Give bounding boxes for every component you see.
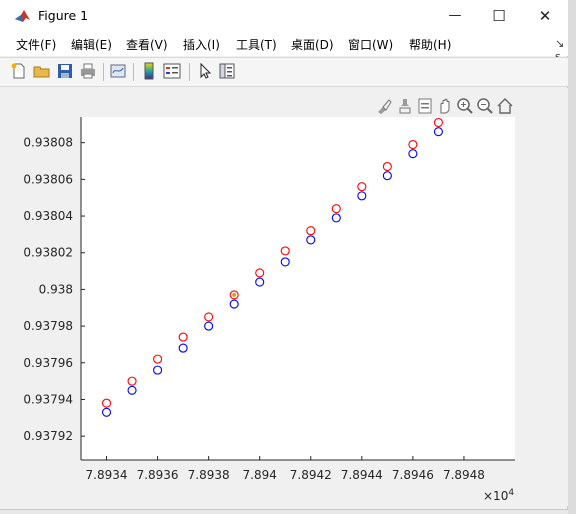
red-series-point[interactable] bbox=[382, 161, 392, 172]
menu-insert[interactable]: 插入(I) bbox=[183, 38, 220, 52]
y-tick-label: 0.93808 bbox=[23, 136, 73, 150]
red-series-point[interactable] bbox=[433, 117, 443, 128]
blue-series-point[interactable] bbox=[382, 171, 392, 181]
data-points bbox=[101, 117, 443, 417]
blue-series-point[interactable] bbox=[204, 321, 214, 331]
menu-desktop[interactable]: 桌面(D) bbox=[291, 38, 334, 52]
menu-tools[interactable]: 工具(T) bbox=[236, 38, 277, 52]
toolbar-separator bbox=[103, 63, 104, 81]
blue-series-point[interactable] bbox=[127, 385, 137, 395]
home-icon[interactable] bbox=[496, 97, 514, 115]
toolbar-separator bbox=[133, 63, 134, 81]
window-title: Figure 1 bbox=[38, 8, 89, 23]
title-bar[interactable]: Figure 1 — ☐ ✕ bbox=[0, 0, 568, 31]
save-icon[interactable] bbox=[56, 62, 74, 80]
red-series-point[interactable] bbox=[331, 204, 341, 214]
y-axis: 0.93792 0.93794 0.93796 0.93798 0.938 0.93802… bbox=[23, 136, 85, 443]
x-tick-label: 7.8946 bbox=[392, 468, 434, 482]
red-series-point[interactable] bbox=[280, 246, 290, 256]
red-series-point[interactable] bbox=[229, 290, 239, 300]
zoom-out-icon[interactable] bbox=[476, 97, 494, 115]
x-axis: 7.8934 7.8936 7.8938 7.894 7.8942 7.8944 7.894… bbox=[86, 456, 485, 482]
y-tick-label: 0.93794 bbox=[23, 392, 73, 406]
blue-series-point[interactable] bbox=[229, 299, 239, 309]
x-exponent-label: ×104 bbox=[483, 488, 514, 503]
property-inspector-icon[interactable] bbox=[218, 62, 236, 80]
blue-series-point[interactable] bbox=[408, 149, 418, 159]
x-tick-label: 7.8948 bbox=[443, 468, 485, 482]
red-series-point[interactable] bbox=[127, 376, 137, 386]
zoom-in-icon[interactable] bbox=[456, 97, 474, 115]
brush-icon[interactable] bbox=[375, 97, 393, 115]
plot-area bbox=[81, 117, 515, 460]
x-tick-label: 7.8942 bbox=[290, 468, 332, 482]
blue-series-point[interactable] bbox=[178, 343, 188, 353]
blue-series-point[interactable] bbox=[255, 277, 265, 287]
pointer-icon[interactable] bbox=[196, 62, 214, 80]
red-series-point[interactable] bbox=[357, 182, 367, 192]
minimize-icon: — bbox=[448, 8, 462, 23]
menu-overflow[interactable]: ↘ s, bbox=[555, 37, 565, 63]
red-series-point[interactable] bbox=[255, 268, 265, 278]
figure-window: Figure 1 — ☐ ✕ 文件(F) 编辑(E) 查看(V) 插入(I) 工… bbox=[0, 0, 568, 510]
blue-series-point[interactable] bbox=[357, 191, 367, 201]
pan-icon[interactable] bbox=[436, 97, 454, 115]
y-tick-label: 0.93802 bbox=[23, 246, 73, 260]
y-tick-label: 0.93796 bbox=[23, 356, 73, 370]
red-series-point[interactable] bbox=[101, 398, 112, 408]
y-tick-label: 0.938 bbox=[39, 282, 73, 296]
blue-series-point[interactable] bbox=[101, 407, 112, 417]
link-plot-icon[interactable] bbox=[109, 62, 127, 80]
new-figure-icon[interactable] bbox=[10, 62, 28, 80]
blue-series-point[interactable] bbox=[280, 257, 290, 267]
x-tick-label: 7.8944 bbox=[341, 468, 383, 482]
red-series-point[interactable] bbox=[153, 354, 163, 364]
highlighted-data-point[interactable] bbox=[232, 292, 237, 297]
blue-series-point[interactable] bbox=[331, 213, 341, 223]
x-exponent-power: 4 bbox=[508, 488, 514, 498]
colorbar-icon[interactable] bbox=[140, 62, 158, 80]
close-button[interactable]: ✕ bbox=[522, 0, 568, 31]
menu-window[interactable]: 窗口(W) bbox=[348, 38, 394, 52]
minimize-button[interactable]: — bbox=[432, 0, 478, 31]
scatter-chart[interactable]: 7.8934 7.8936 7.8938 7.894 7.8942 7.8944 7.894… bbox=[0, 0, 568, 510]
blue-series-point[interactable] bbox=[153, 365, 163, 375]
menu-file[interactable]: 文件(F) bbox=[16, 38, 57, 52]
red-series-point[interactable] bbox=[306, 226, 316, 236]
background-window-edge bbox=[568, 0, 576, 514]
restore-view-icon[interactable] bbox=[416, 97, 434, 115]
blue-series-point[interactable] bbox=[433, 127, 443, 137]
y-tick-label: 0.93806 bbox=[23, 172, 73, 186]
x-tick-label: 7.8936 bbox=[137, 468, 179, 482]
maximize-button[interactable]: ☐ bbox=[476, 0, 522, 31]
close-icon: ✕ bbox=[538, 6, 552, 25]
axes-frame bbox=[80, 117, 515, 461]
x-exponent-base: ×10 bbox=[483, 489, 508, 503]
maximize-icon: ☐ bbox=[492, 6, 506, 25]
x-tick-label: 7.894 bbox=[243, 468, 277, 482]
blue-series-point[interactable] bbox=[306, 235, 316, 245]
open-file-icon[interactable] bbox=[33, 62, 51, 80]
menu-view[interactable]: 查看(V) bbox=[126, 38, 168, 52]
y-tick-label: 0.93792 bbox=[23, 429, 73, 443]
legend-icon[interactable] bbox=[163, 62, 181, 80]
red-series-point[interactable] bbox=[204, 312, 214, 322]
red-series-point[interactable] bbox=[408, 139, 418, 150]
menu-bar: 文件(F) 编辑(E) 查看(V) 插入(I) 工具(T) 桌面(D) 窗口(W… bbox=[0, 31, 568, 63]
y-tick-label: 0.93804 bbox=[23, 209, 73, 223]
figure-toolbar bbox=[0, 57, 568, 87]
print-icon[interactable] bbox=[79, 62, 97, 80]
toolbar-separator bbox=[189, 63, 190, 81]
matlab-logo-icon bbox=[14, 7, 31, 24]
x-tick-label: 7.8938 bbox=[188, 468, 230, 482]
menu-help[interactable]: 帮助(H) bbox=[409, 38, 452, 52]
data-tip-icon[interactable] bbox=[396, 97, 414, 115]
menu-edit[interactable]: 编辑(E) bbox=[71, 38, 112, 52]
red-series-point[interactable] bbox=[178, 332, 188, 342]
y-tick-label: 0.93798 bbox=[23, 319, 73, 333]
x-tick-label: 7.8934 bbox=[86, 468, 128, 482]
